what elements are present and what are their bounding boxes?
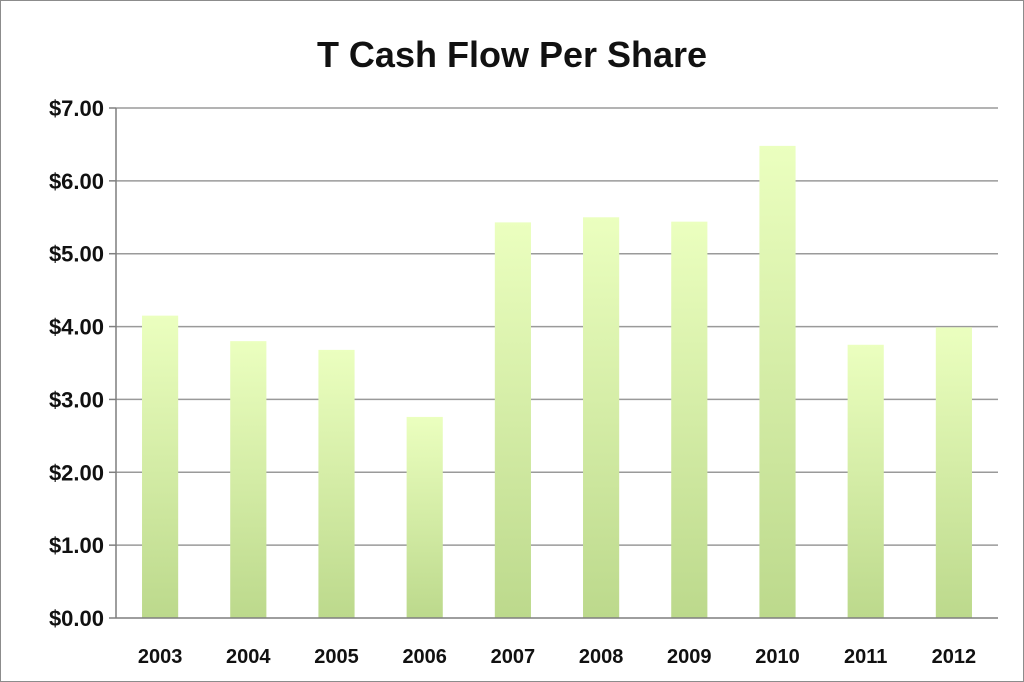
x-tick-label: 2012 <box>932 646 977 668</box>
bar-2005 <box>318 349 355 618</box>
x-tick-label: 2010 <box>755 646 800 668</box>
x-tick-label: 2003 <box>138 646 183 668</box>
chart-title: T Cash Flow Per Share <box>317 34 707 75</box>
y-tick-label: $1.00 <box>49 533 104 558</box>
bars <box>142 145 972 619</box>
bar-2009 <box>671 221 708 618</box>
x-tick-label: 2007 <box>491 646 536 668</box>
y-tick-label: $6.00 <box>49 169 104 194</box>
y-tick-label: $4.00 <box>49 315 104 340</box>
y-tick-labels: $0.00 $1.00 $2.00 $3.00 $4.00 $5.00 $6.00 $7.00 <box>49 96 104 631</box>
bar-2010 <box>759 145 796 618</box>
x-tick-label: 2005 <box>314 646 359 668</box>
x-tick-label: 2006 <box>402 646 447 668</box>
y-tick-label: $7.00 <box>49 96 104 121</box>
y-tick-label: $5.00 <box>49 242 104 267</box>
x-tick-label: 2009 <box>667 646 712 668</box>
x-tick-labels: 2003 2004 2005 2006 2007 2008 2009 2010 2011 2012 <box>138 646 976 668</box>
y-tick-label: $0.00 <box>49 606 104 631</box>
bar-2007 <box>494 222 531 618</box>
axes <box>115 108 998 619</box>
bar-2004 <box>230 341 267 618</box>
bar-2003 <box>142 315 179 618</box>
bar-2011 <box>847 344 884 618</box>
bar-2012 <box>935 327 972 618</box>
bar-2008 <box>583 217 620 619</box>
bar-2006 <box>406 416 443 618</box>
x-tick-label: 2004 <box>226 646 271 668</box>
y-tick-label: $3.00 <box>49 387 104 412</box>
x-tick-label: 2008 <box>579 646 624 668</box>
x-tick-label: 2011 <box>844 646 887 668</box>
y-tick-label: $2.00 <box>49 460 104 485</box>
